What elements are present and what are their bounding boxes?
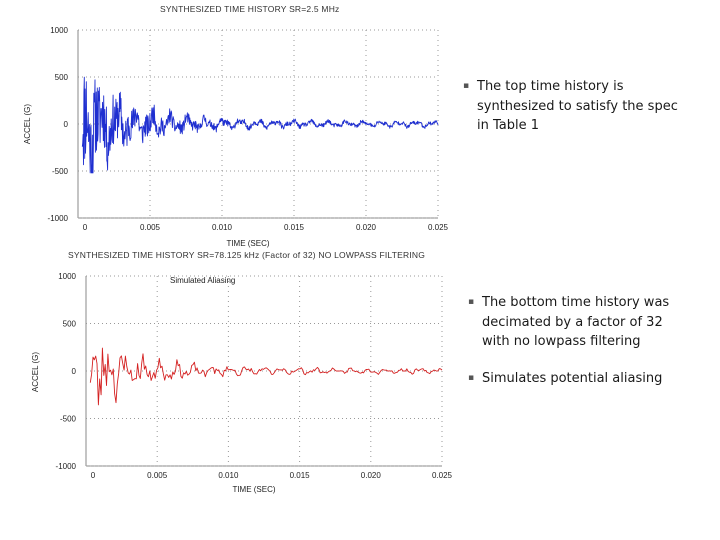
bullet-item-top-history: ▪ The top time history is synthesized to… [463, 77, 688, 136]
x-tick-label: 0 [91, 471, 96, 480]
data-series-line [81, 76, 439, 174]
y-tick-label: 500 [55, 73, 69, 82]
y-tick-label: 500 [63, 320, 77, 329]
chart-title: SYNTHESIZED TIME HISTORY SR=2.5 MHz [160, 4, 339, 14]
x-tick-label: 0.010 [212, 223, 233, 232]
top-time-history-chart: SYNTHESIZED TIME HISTORY SR=2.5 MHz 1000 5… [0, 0, 470, 250]
x-tick-label: 0.005 [140, 223, 161, 232]
x-tick-label: 0.005 [147, 471, 168, 480]
bottom-chart-svg: SYNTHESIZED TIME HISTORY SR=78.125 kHz (… [31, 250, 453, 494]
bullet-text: Simulates potential aliasing [482, 371, 663, 386]
top-chart-svg: SYNTHESIZED TIME HISTORY SR=2.5 MHz 1000 5… [23, 4, 449, 248]
x-tick-label: 0 [83, 223, 88, 232]
bullet-marker: ▪ [463, 81, 470, 91]
bullet-item-bottom-history: ▪ The bottom time history was decimated … [468, 293, 693, 352]
bullet-text: The bottom time history was decimated by… [482, 295, 670, 349]
y-tick-label: -500 [52, 167, 69, 176]
y-tick-label: 1000 [58, 272, 76, 281]
y-tick-label: -1000 [48, 214, 69, 223]
y-tick-label: 0 [64, 120, 69, 129]
x-tick-label: 0.025 [432, 471, 453, 480]
y-tick-label: 1000 [50, 26, 68, 35]
x-axis-label: TIME (SEC) [226, 239, 269, 248]
x-tick-label: 0.020 [356, 223, 377, 232]
y-axis-label: ACCEL (G) [23, 104, 32, 144]
x-tick-label: 0.015 [284, 223, 305, 232]
x-tick-label: 0.025 [428, 223, 449, 232]
bullet-item-aliasing: ▪ Simulates potential aliasing [468, 369, 693, 389]
chart-title: SYNTHESIZED TIME HISTORY SR=78.125 kHz (… [68, 250, 425, 260]
bullet-marker: ▪ [468, 373, 475, 383]
x-axis-label: TIME (SEC) [232, 485, 275, 494]
chart-annotation: Simulated Aliasing [170, 276, 235, 285]
y-axis-label: ACCEL (G) [31, 352, 40, 392]
y-tick-label: 0 [72, 367, 77, 376]
bullet-marker: ▪ [468, 297, 475, 307]
x-tick-label: 0.010 [218, 471, 239, 480]
bottom-time-history-chart: SYNTHESIZED TIME HISTORY SR=78.125 kHz (… [0, 248, 470, 498]
y-tick-label: -500 [60, 415, 77, 424]
data-series-line [89, 347, 443, 406]
bullet-text: The top time history is synthesized to s… [477, 79, 678, 133]
x-tick-label: 0.020 [361, 471, 382, 480]
y-tick-label: -1000 [56, 462, 77, 471]
x-tick-label: 0.015 [290, 471, 311, 480]
